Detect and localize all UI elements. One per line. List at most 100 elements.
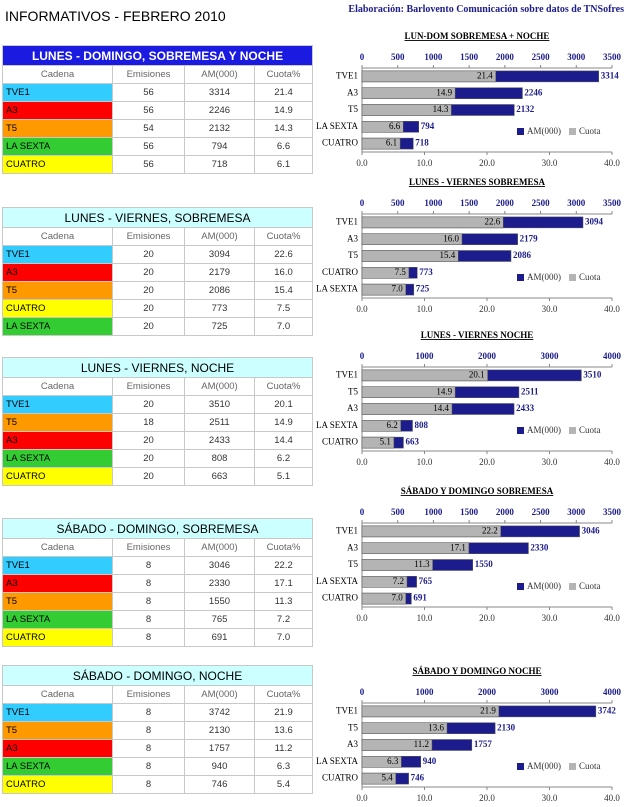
value-label: 7.5 (395, 267, 407, 277)
value-label: 765 (419, 576, 433, 586)
legend-label: AM(000) (527, 581, 561, 591)
bar (361, 137, 401, 150)
table-row: CUATRO 8 746 5.4 (2, 775, 314, 794)
table-cell: LA SEXTA (2, 757, 113, 776)
table-cell: 8 (112, 592, 185, 611)
table-row: CUATRO 20 773 7.5 (2, 299, 314, 318)
x-tick-label: 0 (360, 507, 365, 517)
chart-title: LUNES - VIERNES NOCHE (421, 330, 534, 340)
table-cell: 5.1 (254, 467, 313, 486)
category-label: LA SEXTA (316, 420, 359, 430)
header-row: Cadena Emisiones AM(000) Cuota% (2, 538, 314, 557)
table-cell: 20 (112, 299, 185, 318)
category-label: CUATRO (322, 138, 359, 148)
bar (361, 525, 501, 538)
x2-tick-label: 10.0 (417, 158, 433, 168)
column-header: AM(000) (184, 377, 255, 396)
value-label: 6.2 (387, 420, 398, 430)
legend-swatch (517, 274, 524, 281)
value-label: 2179 (520, 233, 539, 243)
table-cell: 8 (112, 574, 185, 593)
table-row: A3 8 1757 11.2 (2, 739, 314, 758)
x2-tick-label: 30.0 (542, 793, 558, 803)
x-tick-label: 3500 (603, 52, 622, 62)
category-label: TVE1 (336, 70, 358, 80)
x2-tick-label: 40.0 (604, 457, 620, 467)
table-cell: 54 (112, 119, 185, 138)
column-header: AM(000) (184, 685, 255, 704)
bar (361, 576, 408, 588)
table-cell: 22.6 (253, 245, 314, 264)
table-cell: 746 (184, 775, 255, 794)
value-label: 725 (416, 284, 430, 294)
x-tick-label: 500 (391, 52, 405, 62)
table-cell: 8 (112, 556, 185, 575)
value-label: 22.2 (482, 525, 498, 535)
table-row: LA SEXTA 20 725 7.0 (2, 317, 314, 336)
column-header: Cadena (2, 538, 113, 557)
table-cell: CUATRO (2, 467, 113, 486)
value-label: 6.6 (389, 121, 401, 131)
value-label: 16.0 (443, 233, 459, 243)
x2-tick-label: 20.0 (479, 158, 495, 168)
legend-label: Cuota (579, 126, 601, 136)
bar (361, 705, 500, 718)
value-label: 13.6 (428, 722, 444, 732)
bar (361, 542, 470, 554)
x2-tick-label: 30.0 (542, 158, 558, 168)
x-tick-label: 1000 (416, 687, 435, 697)
x2-tick-label: 0.0 (356, 457, 368, 467)
value-label: 2433 (516, 403, 535, 413)
value-label: 746 (411, 773, 425, 783)
table-cell: A3 (2, 263, 113, 282)
bar (361, 403, 453, 415)
table-cell: TVE1 (2, 245, 113, 264)
legend-swatch (569, 128, 576, 135)
legend-swatch (517, 763, 524, 770)
column-header: Cadena (2, 377, 113, 396)
x-tick-label: 4000 (603, 351, 622, 361)
table-cell: 1757 (184, 739, 255, 758)
column-header: Emisiones (112, 377, 185, 396)
category-label: A3 (347, 87, 358, 97)
value-label: 6.1 (386, 138, 397, 148)
value-label: 2330 (530, 542, 549, 552)
table-cell: 1550 (184, 592, 255, 611)
data-table: SÁBADO - DOMINGO, NOCHE Cadena Emisiones AM… (1, 665, 314, 794)
x-tick-label: 1000 (424, 52, 443, 62)
x2-tick-label: 10.0 (417, 304, 433, 314)
category-label: CUATRO (322, 593, 359, 603)
x-tick-label: 2000 (478, 687, 497, 697)
bar (361, 386, 456, 398)
bar (361, 592, 406, 605)
table-cell: 8 (112, 721, 185, 740)
table-row: T5 20 2086 15.4 (2, 281, 314, 300)
value-label: 14.4 (433, 403, 449, 413)
table-row: LA SEXTA 20 808 6.2 (2, 449, 313, 468)
value-label: 5.4 (382, 773, 394, 783)
value-label: 7.0 (392, 284, 404, 294)
table-cell: 21.4 (253, 83, 314, 102)
table-cell: 20 (112, 449, 185, 468)
table-cell: 7.0 (253, 628, 314, 647)
x2-tick-label: 40.0 (604, 613, 620, 623)
table-cell: CUATRO (2, 299, 113, 318)
column-header: Emisiones (112, 65, 185, 84)
x2-tick-label: 20.0 (479, 457, 495, 467)
table-cell: 3742 (184, 703, 255, 722)
value-label: 15.4 (440, 250, 456, 260)
category-label: T5 (348, 250, 358, 260)
category-label: T5 (348, 104, 358, 114)
value-label: 21.4 (477, 70, 493, 80)
x-tick-label: 2500 (532, 507, 551, 517)
x2-tick-label: 0.0 (356, 793, 368, 803)
table-cell: TVE1 (2, 395, 113, 414)
value-label: 3742 (598, 705, 617, 715)
category-label: LA SEXTA (316, 121, 359, 131)
category-label: T5 (348, 559, 358, 569)
x-tick-label: 2000 (496, 52, 515, 62)
x2-tick-label: 20.0 (479, 304, 495, 314)
table-cell: 3094 (184, 245, 255, 264)
bar (361, 772, 396, 785)
value-label: 14.9 (436, 386, 452, 396)
